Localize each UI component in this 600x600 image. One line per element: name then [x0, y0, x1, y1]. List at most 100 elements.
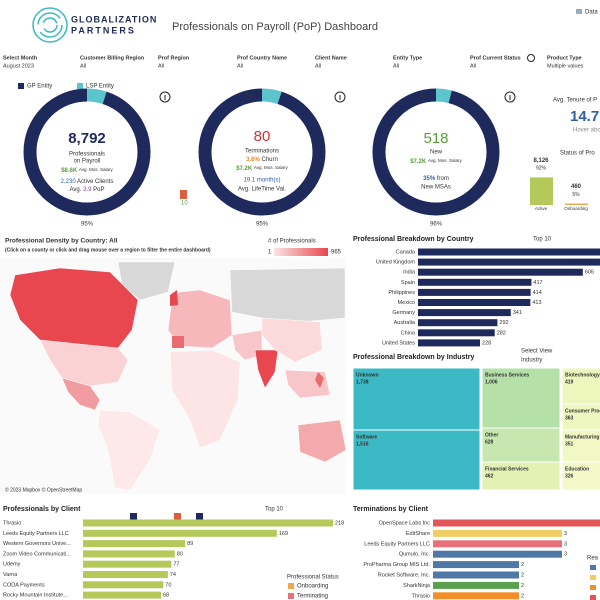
bar[interactable] — [418, 319, 498, 327]
bar[interactable] — [418, 299, 531, 306]
bar[interactable] — [433, 529, 562, 537]
donut-label: 96% — [430, 222, 443, 228]
cell-name: Business Services — [485, 372, 529, 378]
status-count: 8,126 — [533, 158, 549, 164]
filter-label: Select Month — [3, 55, 38, 61]
logo: GLOBALIZATION PARTNERS — [32, 7, 156, 43]
bar[interactable] — [418, 268, 583, 276]
cell-value: 326 — [565, 473, 574, 479]
filter-value[interactable]: All — [158, 63, 164, 69]
treemap-cell[interactable] — [561, 403, 600, 431]
treemap-cell[interactable] — [481, 427, 561, 463]
legend-title: Professional Status — [287, 575, 339, 581]
cell-value: 419 — [565, 379, 574, 385]
bar[interactable] — [433, 561, 519, 569]
reason-legend — [590, 565, 596, 600]
bar[interactable] — [83, 550, 175, 558]
pop-label: PoP — [93, 187, 104, 193]
filter-value[interactable]: All — [237, 63, 243, 69]
legend-label: LSP Entity — [86, 84, 114, 90]
filter-value[interactable]: All — [470, 63, 476, 69]
value-label: 218 — [335, 520, 344, 526]
msa-label: from — [437, 176, 449, 182]
treemap-cell[interactable] — [352, 429, 481, 491]
bar[interactable] — [418, 288, 531, 296]
treemap-cell[interactable] — [352, 367, 481, 431]
treemap-cell[interactable] — [481, 461, 561, 491]
bar[interactable] — [83, 581, 164, 589]
bar[interactable] — [418, 309, 511, 317]
donut-segment — [198, 88, 326, 216]
info-icon[interactable] — [334, 91, 346, 103]
y-tick-label: United Kingdom — [376, 260, 416, 266]
bar[interactable] — [83, 591, 161, 599]
treemap-cell[interactable] — [561, 429, 600, 463]
bar[interactable] — [418, 258, 600, 266]
map-subtitle: (Click on a county or click and drag mou… — [5, 247, 211, 253]
cell-value: 462 — [485, 473, 494, 479]
bar[interactable] — [433, 550, 562, 558]
bar[interactable] — [83, 560, 172, 568]
treemap-cell[interactable] — [481, 367, 561, 429]
filter-value[interactable]: All — [315, 63, 321, 69]
value-label: 89 — [187, 541, 193, 547]
treemap-cell[interactable] — [561, 461, 600, 491]
filter-label: Entity Type — [393, 55, 422, 61]
kpi-line: $7.2K Avg. Mos. Salary — [410, 158, 462, 164]
bar[interactable] — [433, 592, 519, 600]
y-tick-label: United States — [382, 340, 415, 346]
filter-value[interactable]: Multiple values — [547, 63, 584, 69]
data-link[interactable]: Data — [585, 10, 598, 16]
bar[interactable] — [83, 519, 334, 527]
value-label: 292 — [499, 320, 508, 326]
bar[interactable] — [433, 519, 600, 527]
status-bar — [530, 177, 553, 205]
info-icon[interactable] — [527, 54, 535, 62]
value-label: 282 — [497, 330, 506, 336]
donut-label: 95% — [81, 222, 94, 228]
value-label: 417 — [533, 280, 542, 286]
y-tick-label: SharkNinja — [403, 583, 431, 589]
bar[interactable] — [83, 529, 277, 537]
cell-value: 1,738 — [356, 379, 369, 385]
legend-label: Onboarding — [297, 584, 328, 590]
section-subtitle: Top 10 — [533, 237, 552, 243]
small-marker — [180, 190, 187, 199]
bar[interactable] — [418, 248, 600, 256]
value-label: 3 — [564, 531, 567, 537]
bar[interactable] — [83, 571, 168, 578]
cell-value: 363 — [565, 415, 574, 421]
bar[interactable] — [418, 329, 495, 337]
bar[interactable] — [433, 581, 519, 589]
bar[interactable] — [418, 278, 532, 286]
bar[interactable] — [433, 571, 519, 579]
salary: $7.2K — [410, 159, 427, 165]
legend-swatch — [288, 583, 294, 589]
treemap-cell[interactable] — [561, 367, 600, 405]
cell-value: 1,516 — [356, 441, 369, 447]
value-label: 414 — [533, 290, 542, 296]
status-pct: 92% — [536, 166, 547, 172]
filter-value[interactable]: All — [80, 63, 86, 69]
bar[interactable] — [418, 339, 481, 347]
value-label: 2 — [521, 572, 524, 578]
filter-value[interactable]: All — [393, 63, 399, 69]
map[interactable] — [0, 258, 346, 494]
filter-label: Prof Region — [158, 55, 190, 61]
bar[interactable] — [433, 540, 562, 548]
select-value[interactable]: Industry — [521, 358, 542, 364]
y-tick-label: China — [401, 330, 416, 336]
map-title: Professional Density by Country: All — [5, 238, 118, 245]
pop: 3.9 — [83, 187, 92, 193]
y-tick-label: CODA Payments — [3, 582, 45, 588]
y-tick-label: Mexico — [398, 300, 415, 306]
info-icon[interactable] — [504, 91, 516, 103]
cell-name: Biotechnology — [565, 372, 600, 378]
filter-markers — [130, 513, 203, 524]
info-icon[interactable] — [159, 91, 171, 103]
y-tick-label: Leeds Equity Partners LLC — [3, 531, 69, 537]
filter-value[interactable]: August 2023 — [3, 63, 34, 69]
ltv: 19.1 month(s) — [243, 178, 280, 184]
bar[interactable] — [83, 540, 186, 548]
